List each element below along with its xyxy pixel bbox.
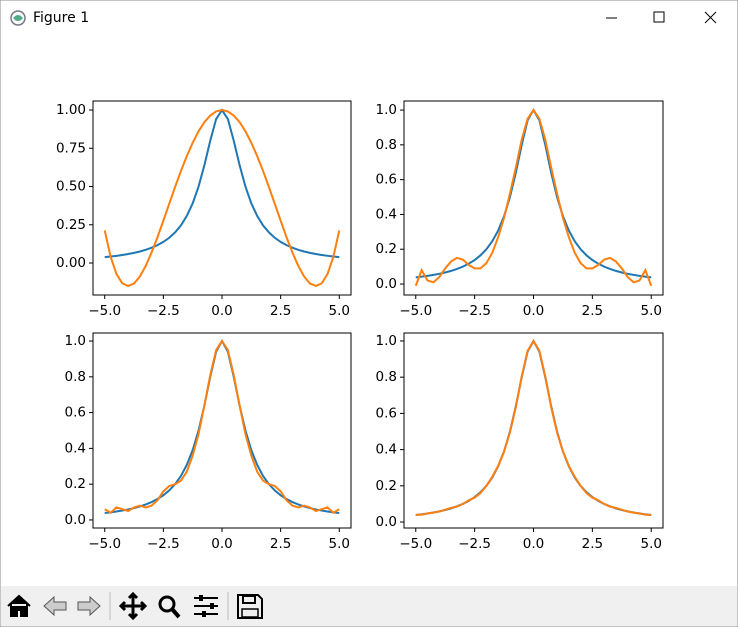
y-tick-label: 0.00 (56, 255, 86, 271)
y-tick-label: 1.0 (376, 102, 397, 118)
zoom-button[interactable] (158, 595, 181, 619)
y-tick-label: 0.6 (376, 405, 397, 421)
line-series (104, 339, 340, 515)
x-tick-label: 2.5 (270, 303, 291, 319)
save-button[interactable] (237, 594, 263, 619)
line-series (415, 339, 652, 516)
back-button[interactable] (43, 595, 67, 617)
x-tick-label: −2.5 (458, 536, 491, 552)
toolbar (1, 586, 737, 626)
line-series (103, 109, 341, 288)
y-tick-label: 0.2 (376, 478, 397, 494)
x-tick-label: 2.5 (582, 303, 603, 319)
x-tick-label: −2.5 (147, 303, 180, 319)
pan-button[interactable] (118, 591, 148, 621)
x-tick-label: 5.0 (329, 536, 350, 552)
x-tick-label: −5.0 (88, 303, 121, 319)
y-tick-label: 1.0 (376, 333, 397, 349)
x-tick-label: −5.0 (399, 303, 432, 319)
x-tick-label: 0.0 (523, 303, 544, 319)
y-tick-label: 0.0 (376, 514, 397, 530)
x-tick-label: 2.5 (270, 536, 291, 552)
y-tick-label: 0.75 (56, 140, 86, 156)
x-tick-label: 5.0 (329, 303, 350, 319)
y-tick-label: 0.2 (65, 476, 86, 492)
y-tick-label: 0.2 (376, 241, 397, 257)
x-tick-label: 2.5 (582, 536, 603, 552)
y-tick-label: 1.00 (56, 102, 86, 118)
x-tick-label: 0.0 (211, 536, 232, 552)
y-tick-label: 0.8 (376, 137, 397, 153)
x-tick-label: −2.5 (458, 303, 491, 319)
configure-button[interactable] (194, 595, 218, 617)
y-tick-label: 0.4 (65, 440, 86, 456)
close-button[interactable] (704, 11, 717, 24)
x-tick-label: 0.0 (523, 536, 544, 552)
figure: −5.0 −2.5 0.0 2.5 5.0 0.00 0.25 0.50 0.75 1.00 −5.… (56, 100, 664, 552)
y-tick-label: 0.8 (376, 369, 397, 385)
y-tick-label: 0.6 (376, 172, 397, 188)
y-tick-label: 0.50 (56, 179, 86, 195)
line-series (414, 108, 653, 287)
x-tick-label: 0.0 (211, 303, 232, 319)
forward-button[interactable] (77, 595, 101, 617)
window-title: Figure 1 (33, 10, 89, 26)
y-tick-label: 0.25 (56, 217, 86, 233)
y-tick-label: 0.0 (376, 276, 397, 292)
x-tick-label: 5.0 (640, 303, 661, 319)
app-icon-detail (13, 15, 23, 21)
y-tick-label: 0.6 (65, 405, 86, 421)
y-tick-label: 0.4 (376, 442, 397, 458)
y-tick-label: 0.0 (65, 512, 86, 528)
maximize-button[interactable] (653, 11, 665, 23)
x-tick-label: −5.0 (88, 536, 121, 552)
y-tick-label: 0.8 (65, 369, 86, 385)
x-tick-label: −5.0 (399, 536, 432, 552)
y-tick-label: 0.4 (376, 206, 397, 222)
x-tick-label: 5.0 (640, 536, 661, 552)
home-button[interactable] (7, 594, 31, 617)
x-tick-label: −2.5 (147, 536, 180, 552)
y-tick-label: 1.0 (65, 333, 86, 349)
